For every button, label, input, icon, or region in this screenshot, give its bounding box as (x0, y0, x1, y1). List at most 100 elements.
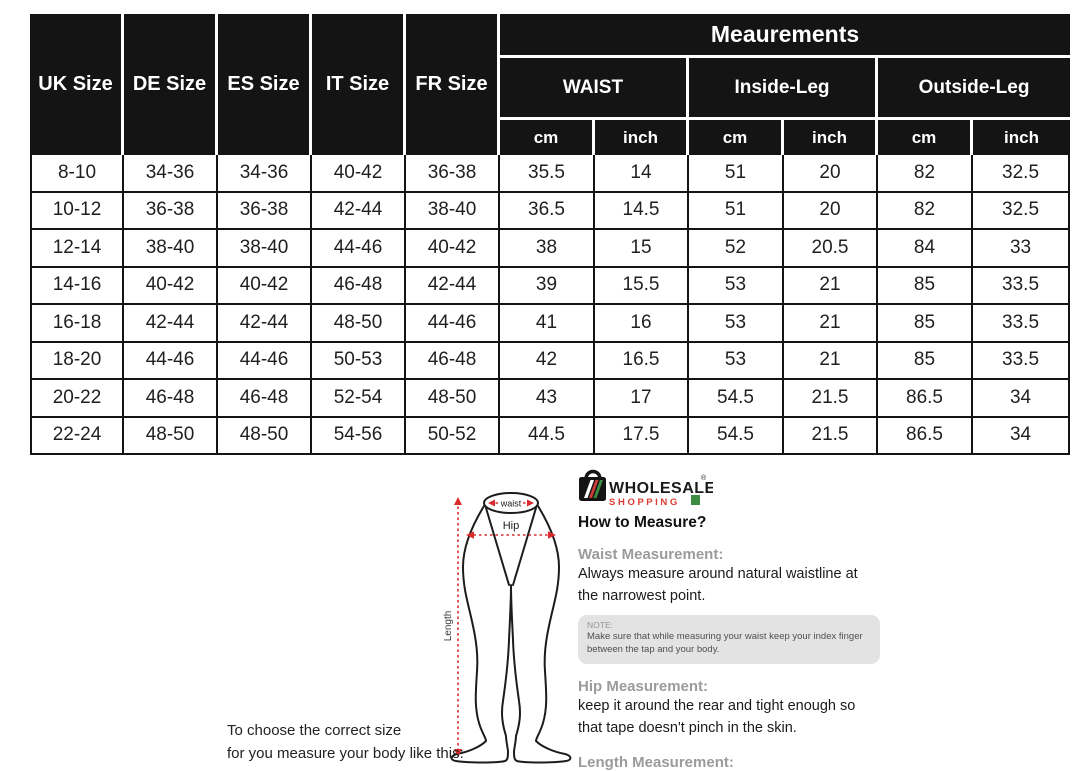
how-to-measure-title: How to Measure? (578, 514, 707, 531)
table-cell: 40-42 (312, 155, 406, 193)
table-cell: 16 (595, 305, 689, 343)
table-cell: 33 (973, 230, 1071, 268)
table-cell: 34-36 (124, 155, 218, 193)
table-cell: 51 (689, 155, 784, 193)
waist-measurement-body: Always measure around natural waistline … (578, 566, 858, 604)
table-cell: 39 (500, 267, 595, 305)
table-cell: 53 (689, 342, 784, 380)
table-cell: 43 (500, 380, 595, 418)
note-text: Make sure that while measuring your wais… (587, 630, 863, 656)
table-cell: 48-50 (312, 305, 406, 343)
table-cell: 33.5 (973, 267, 1071, 305)
table-cell: 44-46 (312, 230, 406, 268)
sub-header-waist-cm: cm (500, 120, 595, 155)
table-cell: 51 (689, 192, 784, 230)
table-cell: 46-48 (406, 342, 500, 380)
table-cell: 86.5 (878, 380, 973, 418)
table-cell: 22-24 (30, 417, 124, 455)
logo-green-bag-icon (691, 495, 700, 505)
table-header: UK Size DE Size ES Size IT Size FR Size … (30, 14, 1071, 155)
table-cell: 21.5 (784, 417, 878, 455)
table-row: 12-14 38-40 38-40 44-46 40-42 38 15 52 20.5 84 33 (30, 230, 1071, 268)
table-cell: 54.5 (689, 417, 784, 455)
table-cell: 46-48 (218, 380, 312, 418)
logo-subtext: S H O P P I N G (609, 497, 677, 508)
table-cell: 46-48 (312, 267, 406, 305)
measurements-title: Meaurements (500, 14, 1071, 58)
table-cell: 14 (595, 155, 689, 193)
table-row: 10-12 36-38 36-38 42-44 38-40 36.5 14.5 51 20 82 3… (30, 192, 1071, 230)
table-row: 16-18 42-44 42-44 48-50 44-46 41 16 53 21 85 33.5 (30, 305, 1071, 343)
table-row: 14-16 40-42 40-42 46-48 42-44 39 15.5 53 21 85 33.… (30, 267, 1071, 305)
table-cell: 8-10 (30, 155, 124, 193)
table-row: 20-22 46-48 46-48 52-54 48-50 43 17 54.5 21.5 86.… (30, 380, 1071, 418)
sub-header-insideleg-inch: inch (784, 120, 878, 155)
table-cell: 14.5 (595, 192, 689, 230)
col-header-de-size: DE Size (124, 14, 218, 155)
table-cell: 54-56 (312, 417, 406, 455)
table-cell: 17 (595, 380, 689, 418)
table-row: 22-24 48-50 48-50 54-56 50-52 44.5 17.5 54.5 21.… (30, 417, 1071, 455)
table-cell: 32.5 (973, 155, 1071, 193)
col-header-uk-size: UK Size (30, 14, 124, 155)
size-table-body: 8-10 34-36 34-36 40-42 36-38 35.5 14 51 20 82 32.5… (30, 155, 1071, 455)
group-header-inside-leg: Inside-Leg (689, 58, 878, 120)
table-cell: 50-53 (312, 342, 406, 380)
table-cell: 40-42 (218, 267, 312, 305)
arrowheads (454, 497, 556, 757)
registered-mark: ® (701, 474, 707, 482)
table-cell: 44-46 (218, 342, 312, 380)
table-cell: 44-46 (406, 305, 500, 343)
table-cell: 12-14 (30, 230, 124, 268)
figure-caption-line1: To choose the correct size (227, 722, 402, 739)
table-cell: 36.5 (500, 192, 595, 230)
sub-header-waist-inch: inch (595, 120, 689, 155)
waist-measurement-heading: Waist Measurement: (578, 546, 724, 563)
table-cell: 48-50 (218, 417, 312, 455)
table-cell: 15 (595, 230, 689, 268)
table-cell: 16-18 (30, 305, 124, 343)
figure-caption: To choose the correct size for you measu… (227, 719, 464, 766)
table-cell: 36-38 (218, 192, 312, 230)
table-cell: 20 (784, 155, 878, 193)
length-measurement-heading: Length Measurement: (578, 753, 734, 771)
table-cell: 20.5 (784, 230, 878, 268)
bag-stripe-green (593, 480, 603, 498)
how-to-measure-panel: WHOLESALE ® S H O P P I N G How to Measu… (578, 466, 880, 771)
table-cell: 50-52 (406, 417, 500, 455)
table-cell: 82 (878, 192, 973, 230)
table-cell: 21 (784, 342, 878, 380)
waist-label: waist (500, 499, 522, 509)
col-header-it-size: IT Size (312, 14, 406, 155)
bag-handle-icon (584, 469, 602, 480)
table-cell: 52-54 (312, 380, 406, 418)
measure-arrows (457, 501, 554, 753)
table-cell: 53 (689, 267, 784, 305)
table-cell: 85 (878, 305, 973, 343)
hip-label: Hip (503, 520, 520, 532)
table-cell: 42-44 (406, 267, 500, 305)
table-cell: 42-44 (312, 192, 406, 230)
table-cell: 41 (500, 305, 595, 343)
table-cell: 44.5 (500, 417, 595, 455)
table-cell: 54.5 (689, 380, 784, 418)
logo-wordmark: WHOLESALE (609, 480, 713, 497)
col-header-fr-size: FR Size (406, 14, 500, 155)
table-cell: 17.5 (595, 417, 689, 455)
bag-stripe-red (589, 480, 599, 498)
table-cell: 48-50 (124, 417, 218, 455)
table-cell: 84 (878, 230, 973, 268)
table-cell: 34 (973, 380, 1071, 418)
table-cell: 42 (500, 342, 595, 380)
group-header-waist: WAIST (500, 58, 689, 120)
table-cell: 32.5 (973, 192, 1071, 230)
table-cell: 10-12 (30, 192, 124, 230)
note-box: NOTE: Make sure that while measuring you… (578, 614, 880, 665)
table-cell: 82 (878, 155, 973, 193)
table-cell: 38-40 (406, 192, 500, 230)
table-cell: 34-36 (218, 155, 312, 193)
table-cell: 15.5 (595, 267, 689, 305)
table-cell: 40-42 (124, 267, 218, 305)
table-row: 18-20 44-46 44-46 50-53 46-48 42 16.5 53 21 85 33.… (30, 342, 1071, 380)
